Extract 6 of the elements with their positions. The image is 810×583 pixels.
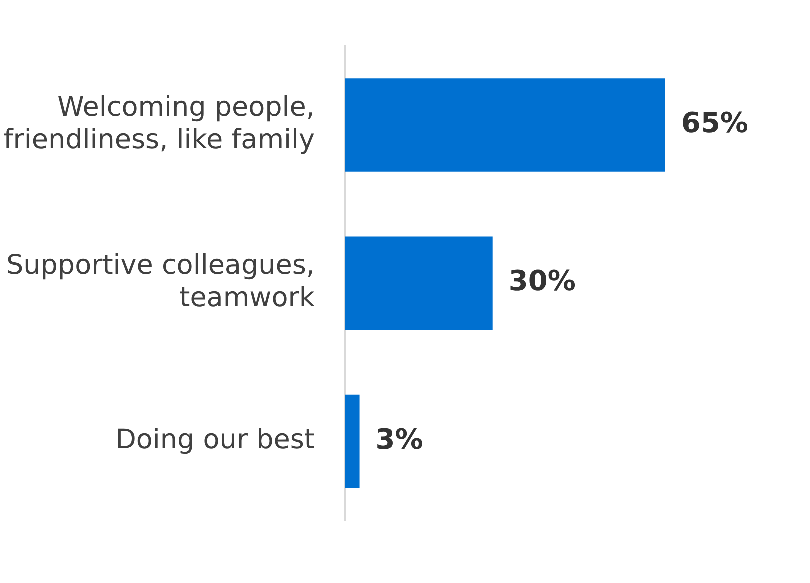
- data-label: 65%: [681, 106, 748, 140]
- y-tick-label: Doing our best: [116, 424, 315, 456]
- y-tick-label: Supportive colleagues, teamwork: [6, 250, 316, 314]
- data-label: 3%: [376, 422, 424, 456]
- y-tick-label: Welcoming people, friendliness, like family: [4, 92, 316, 156]
- data-label: 30%: [508, 264, 576, 298]
